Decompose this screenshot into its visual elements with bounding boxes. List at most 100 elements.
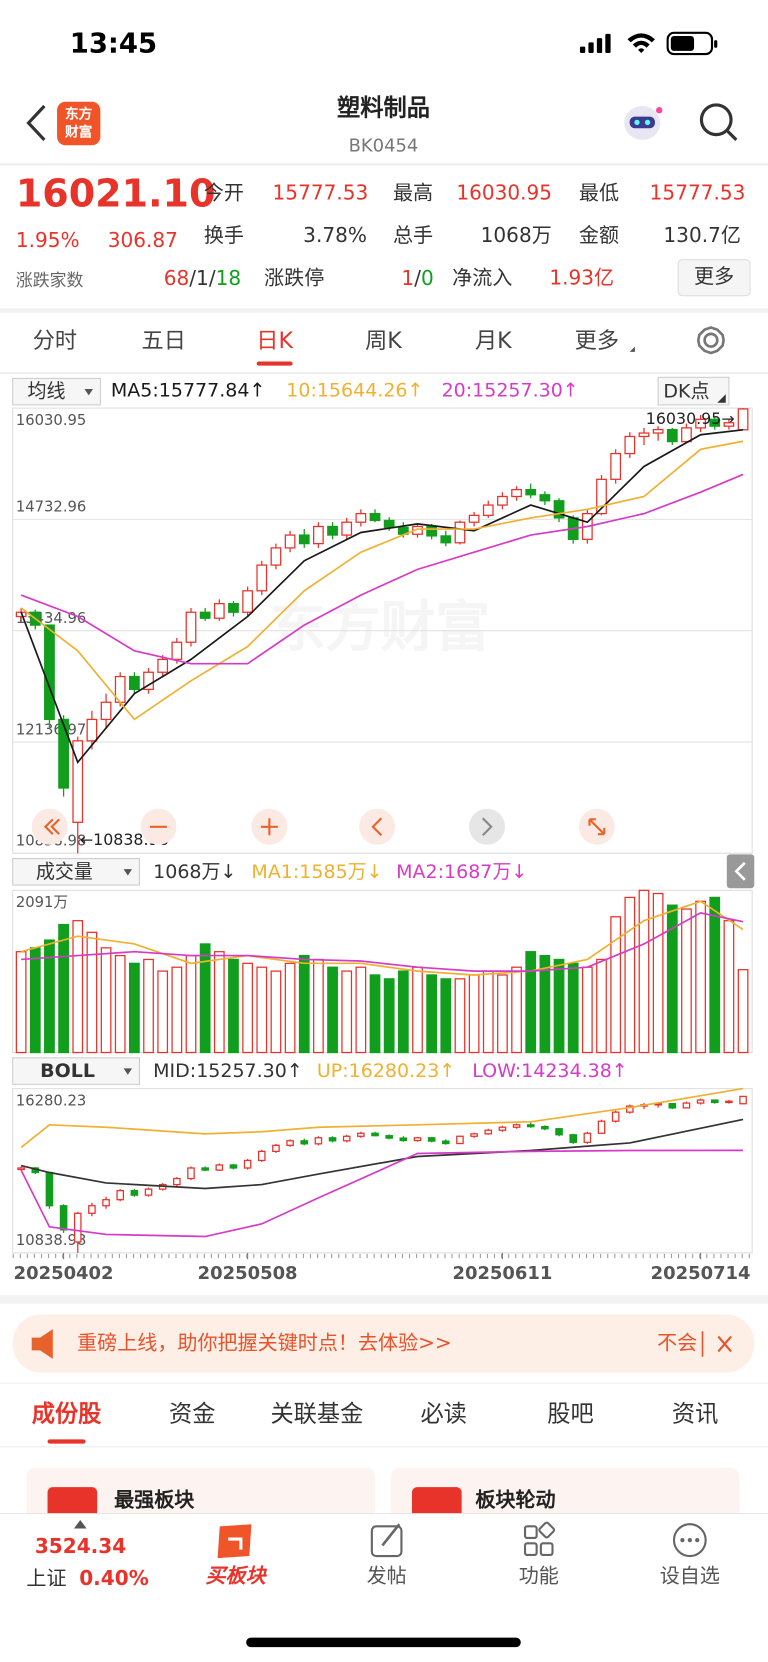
dropdown-arrow: [84, 389, 93, 396]
period-tabs: 分时 五日 日K 周K 月K 更多: [33, 328, 635, 366]
candle-body: [328, 1137, 337, 1142]
section-tab[interactable]: 资讯: [672, 1401, 718, 1428]
prev-button[interactable]: [359, 808, 396, 845]
candle-body: [668, 1103, 677, 1109]
candle-body: [454, 521, 466, 544]
candle-body: [383, 519, 395, 528]
collapse-button[interactable]: [726, 854, 755, 889]
indicator-line: [20, 440, 744, 721]
candle-body: [610, 452, 622, 480]
nav-item[interactable]: 设自选: [660, 1564, 720, 1588]
indicator-select[interactable]: [12, 1057, 140, 1085]
banner[interactable]: [12, 1314, 755, 1373]
x-tick-label: 20250611: [452, 1263, 552, 1284]
back-button[interactable]: [26, 104, 46, 142]
candle-body: [59, 1205, 68, 1231]
volume-bar: [298, 954, 310, 1054]
section-tab[interactable]: 必读: [420, 1401, 466, 1428]
candle-body: [58, 718, 69, 789]
nav-items: 买板块 发帖 功能 设自选: [205, 1564, 719, 1588]
section-tab[interactable]: 股吧: [547, 1401, 593, 1428]
candle-body: [213, 603, 225, 619]
rewind-button[interactable]: [31, 808, 68, 845]
stat-label: 今开: [204, 180, 244, 204]
candle-body: [681, 427, 692, 443]
candle-body: [73, 1212, 82, 1243]
legend-entry: MA1:1585万↓: [251, 861, 382, 883]
candle-body: [553, 500, 565, 519]
volume-bar: [171, 966, 183, 1054]
candle-body: [257, 1150, 266, 1162]
period-tab[interactable]: 月K: [475, 328, 513, 354]
next-button[interactable]: [469, 808, 505, 845]
section-tab[interactable]: 资金: [169, 1401, 215, 1428]
close-button[interactable]: [717, 1335, 732, 1353]
candle-body: [243, 1159, 252, 1169]
candle-body: [143, 671, 154, 691]
legend-entry: MID:15257.30↑: [153, 1060, 303, 1082]
section-tab[interactable]: 成份股: [32, 1401, 102, 1428]
candle-body: [284, 534, 296, 549]
indicator-select[interactable]: [12, 377, 101, 406]
logo-text: 财富: [64, 123, 92, 140]
nav-item[interactable]: 买板块: [205, 1564, 267, 1588]
candle-body: [737, 408, 749, 431]
period-tab[interactable]: 更多: [575, 328, 619, 354]
more-button[interactable]: [677, 259, 751, 297]
indicator-select[interactable]: [12, 858, 140, 886]
candle-body: [300, 1140, 309, 1145]
section-tab[interactable]: 关联基金: [270, 1401, 363, 1428]
volume-bar: [666, 904, 678, 1054]
volume-bar: [681, 908, 692, 1054]
candle-body: [342, 1135, 351, 1142]
status-time: 13:45: [70, 27, 157, 59]
volume-bar: [383, 978, 395, 1054]
breadth-down: 18: [216, 265, 242, 289]
separator: /: [209, 265, 216, 289]
stat-label: 涨跌家数: [16, 270, 84, 290]
candle-body: [144, 1188, 153, 1196]
period-tab[interactable]: 分时: [33, 328, 77, 354]
period-tab[interactable]: 日K: [256, 328, 294, 354]
dk-button[interactable]: [657, 376, 730, 406]
candle-body: [313, 525, 324, 545]
expand-arrow: [73, 1519, 87, 1529]
stat-label: 最低: [579, 180, 619, 204]
banner-dismiss[interactable]: 不会: [657, 1330, 697, 1354]
volume-bar: [29, 947, 41, 1054]
volume-bar: [652, 892, 664, 1054]
volume-bar: [525, 951, 537, 1054]
candle-body: [72, 740, 84, 823]
volume-bar: [228, 958, 239, 1054]
candle-body: [86, 718, 98, 742]
candle-body: [413, 1137, 422, 1142]
stat-value: 3.78%: [303, 223, 367, 247]
more-label: 更多: [694, 264, 734, 288]
separator: /: [414, 265, 421, 289]
period-tab[interactable]: 周K: [365, 328, 403, 354]
candle-body: [583, 1132, 592, 1143]
nav-item[interactable]: 发帖: [367, 1564, 407, 1588]
volume-bar: [709, 896, 721, 1054]
megaphone-icon: [31, 1329, 53, 1359]
search-button[interactable]: [699, 103, 738, 142]
stat-value: 1.93亿: [549, 265, 614, 289]
index-value[interactable]: 3524.34: [35, 1534, 126, 1558]
candle-body: [440, 535, 452, 544]
settings-button[interactable]: [696, 326, 725, 355]
nav-item[interactable]: 功能: [519, 1564, 559, 1588]
candle-body: [272, 1144, 280, 1153]
stat-label: 涨跌停: [264, 265, 324, 289]
card-title: 最强板块: [114, 1487, 195, 1511]
tab-underline: [256, 361, 293, 366]
candle-body: [470, 1133, 478, 1137]
indicator-line: [20, 473, 744, 665]
candle-body: [709, 418, 721, 427]
candle-body: [541, 1125, 549, 1130]
assistant-icon[interactable]: [624, 105, 663, 140]
period-tab[interactable]: 五日: [142, 328, 186, 354]
candle-body: [298, 534, 310, 545]
dropdown-arrow: [123, 1068, 133, 1075]
candle-body: [512, 1124, 521, 1128]
